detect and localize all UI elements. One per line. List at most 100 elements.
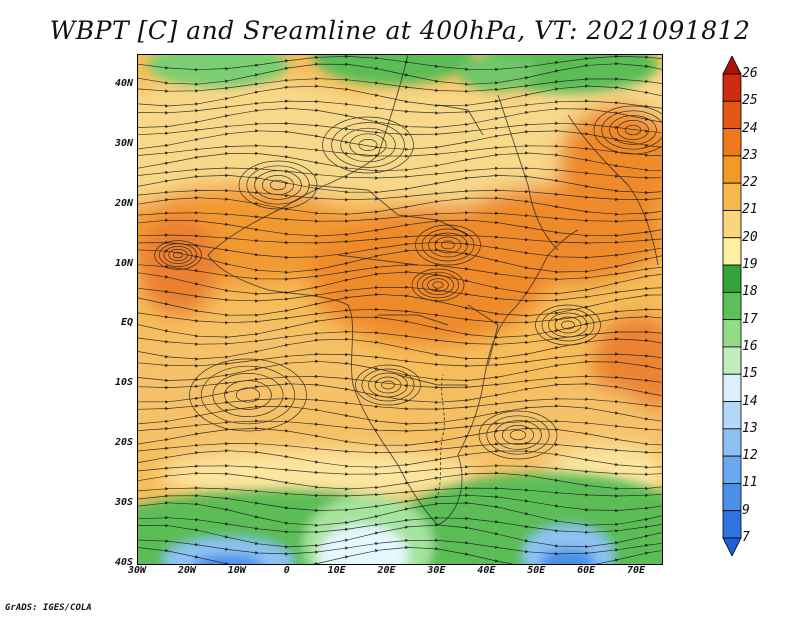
streamline-vortex [235, 387, 261, 403]
colorbar-tick-label: 15 [742, 366, 758, 382]
streamline-vortex [322, 116, 414, 174]
colorbar-tick-label: 13 [742, 420, 758, 436]
streamline-vortex [172, 251, 184, 259]
streamline-vortex [617, 120, 649, 140]
colorbar-tick-label: 17 [742, 311, 758, 327]
colorbar-tick-label: 7 [742, 530, 750, 545]
colorbar-tick-label: 25 [742, 93, 758, 109]
wbpt-streamline-map [138, 55, 662, 564]
streamline-vortex [168, 248, 188, 262]
colorbar-segment [722, 373, 742, 402]
lon-tick-label: 30W [127, 565, 147, 576]
colorbar-tick-label: 12 [742, 448, 758, 464]
map-panel [137, 54, 663, 565]
streamline-vortex [163, 246, 193, 264]
streamline-vortex [340, 127, 396, 163]
lon-tick-label: 50E [527, 565, 546, 576]
chart-title: WBPT [C] and Sreamline at 400hPa, VT: 20… [49, 16, 751, 45]
lat-tick-label: EQ [120, 317, 133, 329]
streamline-vortex [422, 275, 454, 295]
streamline-vortex [238, 160, 318, 210]
streamline-vortex [427, 278, 449, 292]
colorbar-tick-label: 22 [742, 175, 758, 191]
streamline [138, 545, 662, 564]
lon-tick-label: 40E [477, 565, 496, 576]
streamline-vortex [262, 175, 294, 195]
lon-tick-label: 0 [283, 565, 290, 576]
streamline-vortex [624, 124, 642, 136]
colorbar-segment [722, 401, 742, 430]
colorbar-segment [722, 237, 742, 266]
streamline-vortex [428, 232, 468, 258]
colorbar-segment [722, 346, 742, 375]
streamline-vortex [200, 365, 296, 425]
lat-tick-label: 20N [114, 197, 133, 209]
streamline-vortex [509, 429, 527, 441]
streamline-vortex [441, 240, 455, 250]
streamline-vortex [411, 268, 465, 302]
streamline-vortex [535, 304, 601, 346]
streamline-vortex [355, 364, 421, 406]
streamline-vortex [189, 358, 307, 432]
streamline-vortex [269, 179, 287, 191]
streamline-vortex [609, 115, 657, 145]
streamline-vortex [224, 380, 272, 410]
streamline-vortex [358, 139, 378, 151]
colorbar-segment [722, 319, 742, 348]
lon-tick-label: 10E [327, 565, 346, 576]
lat-tick-label: 10S [114, 377, 133, 389]
lon-tick-label: 70E [627, 565, 646, 576]
streamline-vortex [361, 368, 415, 402]
streamline-vortex [502, 425, 534, 445]
colorbar-tick-label: 20 [742, 229, 758, 245]
streamline-vortex [349, 133, 387, 157]
colorbar-tick-label: 26 [742, 66, 758, 81]
lon-tick-label: 30E [427, 565, 446, 576]
streamline-vortex [593, 105, 662, 155]
lon-tick-label: 60E [577, 565, 596, 576]
streamline-vortex [154, 240, 202, 270]
colorbar-segment [722, 291, 742, 321]
colorbar-tick-label: 19 [742, 257, 758, 273]
colorbar-segment [722, 210, 742, 239]
colorbar-tick-label: 16 [742, 338, 758, 354]
colorbar-segment [722, 428, 742, 457]
colorbar-segment [722, 128, 742, 157]
streamline [138, 471, 662, 491]
lon-tick-label: 10W [227, 565, 246, 576]
colorbar-segment [722, 155, 742, 184]
lat-tick-label: 40N [114, 77, 133, 89]
streamline-vortex [548, 312, 588, 338]
streamline-vortex [415, 224, 481, 266]
colorbar-bottom-arrow [722, 537, 742, 556]
streamline-vortex [432, 281, 444, 289]
colorbar-segment [722, 182, 742, 211]
streamlines [138, 55, 662, 564]
streamline-vortex [434, 236, 462, 254]
colorbar-segment [722, 483, 742, 512]
streamline-vortex [254, 170, 302, 200]
colorbar-segment [722, 100, 742, 129]
streamline-vortex [554, 316, 582, 334]
lat-tick-label: 40S [114, 557, 133, 568]
colorbar-segment [722, 455, 742, 484]
streamline-vortex [494, 420, 542, 450]
streamline-vortex [246, 165, 310, 205]
streamline-vortex [561, 320, 575, 330]
colorbar-tick-label: 23 [742, 147, 758, 163]
colorbar-tick-label: 21 [742, 202, 758, 218]
colorbar-tick-label: 18 [742, 284, 758, 300]
lat-tick-label: 30N [114, 137, 133, 149]
streamline-vortex [368, 372, 408, 398]
streamline-vortex [421, 228, 475, 262]
streamline-vortex [374, 376, 402, 394]
lon-tick-label: 20E [377, 565, 396, 576]
streamline-vortex [331, 122, 405, 168]
streamline-vortex [601, 110, 662, 150]
streamline-vortex [212, 373, 284, 417]
colorbar-tick-label: 14 [742, 393, 758, 409]
lon-tick-label: 20W [177, 565, 196, 576]
colorbar-top-arrow [722, 56, 742, 75]
colorbar [722, 56, 742, 556]
streamline-vortex [541, 308, 595, 342]
